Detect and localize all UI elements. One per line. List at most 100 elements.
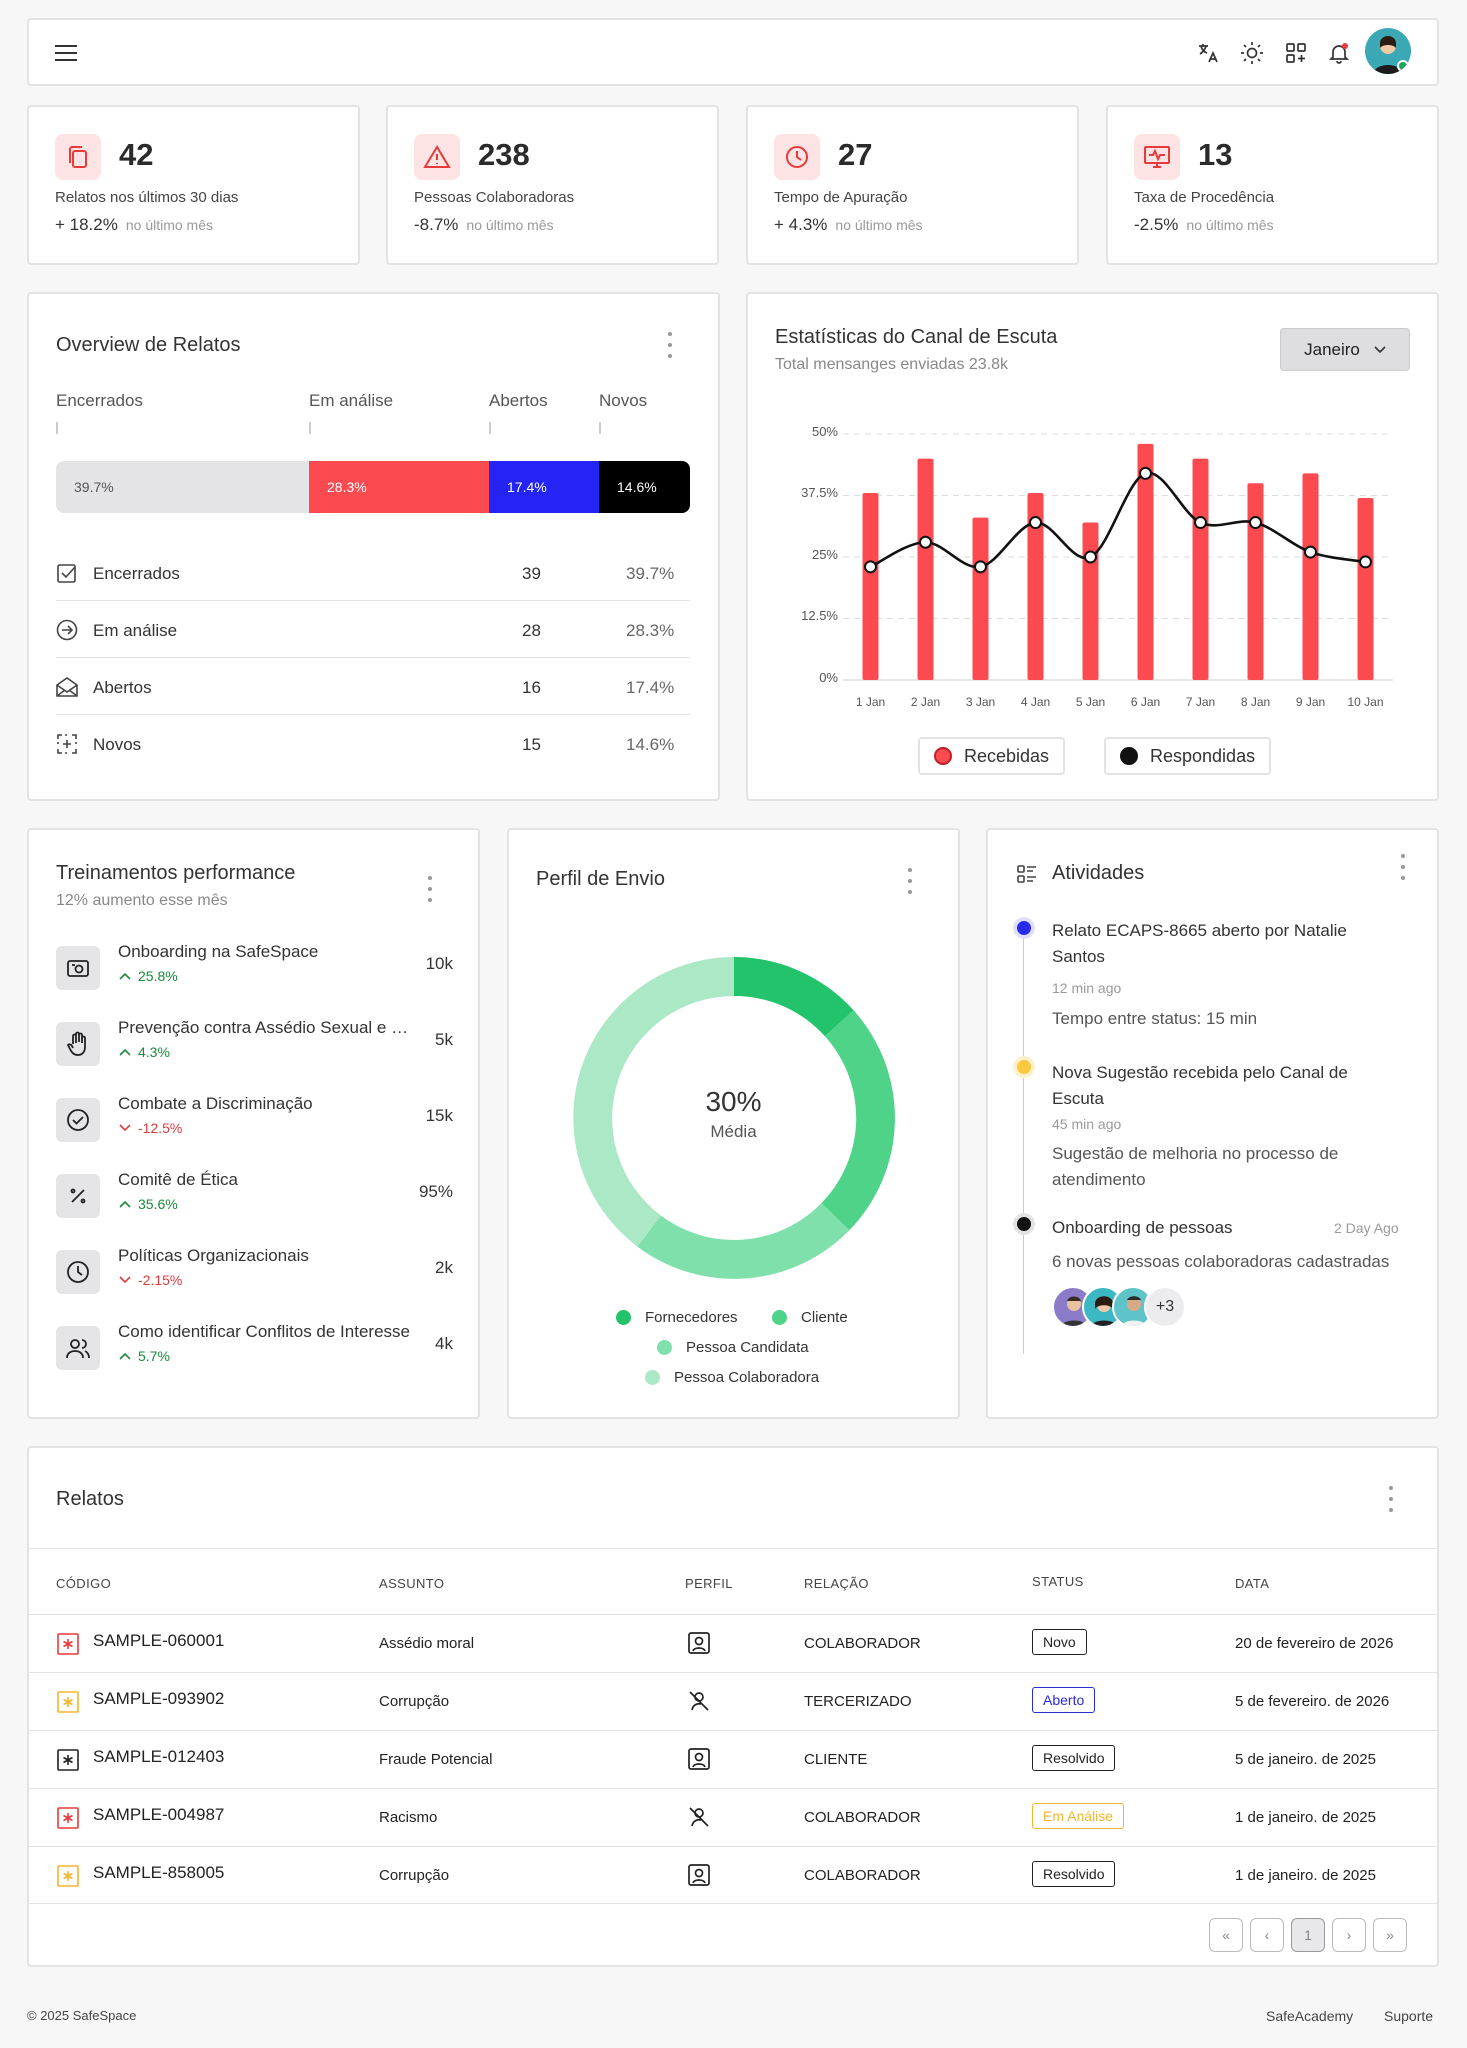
legend-swatch — [934, 747, 952, 765]
legend-fornecedores[interactable]: Fornecedores — [616, 1309, 738, 1326]
stat-value: 13 — [1198, 137, 1233, 172]
card-subtitle: Total mensanges enviadas 23.8k — [775, 356, 1009, 373]
apps-icon[interactable] — [1281, 38, 1311, 68]
report-code[interactable]: SAMPLE-004987 — [93, 1805, 225, 1824]
avatar-group: +3 — [1052, 1286, 1212, 1328]
stat-label: Pessoas Colaboradoras — [414, 189, 575, 206]
legend-pessoa-candidata[interactable]: Pessoa Candidata — [657, 1339, 809, 1356]
legend-label: Respondidas — [1150, 745, 1256, 766]
training-row[interactable]: Comitê de Ética 35.6% 95% — [56, 1168, 453, 1228]
training-row[interactable]: Combate a Discriminação -12.5% 15k — [56, 1092, 453, 1152]
asterisk-square-icon — [57, 1691, 79, 1713]
y-tick-label: 12.5% — [801, 608, 838, 623]
training-value: 15k — [425, 1106, 453, 1125]
report-relation: COLABORADOR — [804, 1635, 921, 1652]
arrow-circle-icon — [56, 619, 78, 641]
training-row[interactable]: Políticas Organizacionais -2.15% 2k — [56, 1244, 453, 1304]
activity-time: 2 Day Ago — [1334, 1220, 1399, 1236]
percent-icon — [56, 1174, 100, 1218]
avatar[interactable] — [1112, 1286, 1154, 1328]
training-row[interactable]: Como identificar Conflitos de Interesse … — [56, 1320, 453, 1380]
table-row[interactable]: SAMPLE-060001 Assédio moral COLABORADOR … — [29, 1614, 1437, 1672]
point-respondidas — [919, 535, 932, 549]
point-respondidas — [1304, 545, 1317, 559]
report-code[interactable]: SAMPLE-012403 — [93, 1747, 225, 1766]
training-row[interactable]: Onboarding na SafeSpace 25.8% 10k — [56, 940, 453, 1000]
table-row[interactable]: SAMPLE-093902 Corrupção TERCERIZADO Aber… — [29, 1672, 1437, 1730]
donut-center-value: 30% — [705, 1086, 762, 1117]
report-subject: Corrupção — [379, 1693, 450, 1710]
report-code[interactable]: SAMPLE-060001 — [93, 1631, 225, 1650]
y-tick-label: 37.5% — [801, 485, 838, 500]
pagination-prev-button[interactable]: ‹ — [1250, 1918, 1284, 1952]
row-percent: 28.3% — [626, 621, 675, 640]
row-count: 28 — [522, 621, 541, 640]
user-badge-icon — [688, 1864, 710, 1886]
menu-icon[interactable] — [51, 38, 81, 68]
x-tick-label: 7 Jan — [1186, 695, 1215, 709]
report-subject: Corrupção — [379, 1867, 450, 1884]
avatar[interactable] — [1365, 28, 1411, 74]
activity-title[interactable]: Nova Sugestão recebida pelo Canal de Esc… — [1052, 1063, 1348, 1108]
asterisk-square-icon — [57, 1865, 79, 1887]
legend-cliente[interactable]: Cliente — [772, 1309, 848, 1326]
training-value: 2k — [435, 1258, 453, 1277]
bar-recebidas — [1192, 458, 1209, 680]
legend-respondidas[interactable]: Respondidas — [1104, 737, 1272, 775]
column-tick — [56, 422, 58, 434]
more-icon[interactable] — [425, 876, 435, 902]
y-tick-label: 50% — [811, 424, 838, 439]
list-details-icon — [1017, 865, 1036, 883]
table-divider — [29, 1548, 1437, 1549]
training-change: 5.7% — [118, 1348, 170, 1364]
report-code[interactable]: SAMPLE-093902 — [93, 1689, 225, 1708]
pagination-next-button[interactable]: › — [1332, 1918, 1366, 1952]
report-subject: Fraude Potencial — [379, 1751, 493, 1768]
activities-card: Atividades Relato ECAPS-8665 aberto por … — [986, 828, 1439, 1419]
legend-recebidas[interactable]: Recebidas — [918, 737, 1066, 775]
bar-recebidas — [1027, 493, 1044, 680]
report-subject: Racismo — [379, 1809, 438, 1826]
month-select[interactable]: Janeiro — [1280, 328, 1410, 371]
pagination-first-button[interactable]: « — [1209, 1918, 1243, 1952]
bell-icon[interactable] — [1324, 38, 1354, 68]
sun-icon[interactable] — [1237, 38, 1267, 68]
report-date: 5 de fevereiro. de 2026 — [1235, 1693, 1390, 1710]
donut-segment-fornecedores — [734, 957, 854, 1037]
x-tick-label: 10 Jan — [1347, 695, 1383, 709]
legend-pessoa-colaboradora[interactable]: Pessoa Colaboradora — [645, 1369, 819, 1386]
table-row[interactable]: SAMPLE-012403 Fraude Potencial CLIENTE R… — [29, 1730, 1437, 1788]
pagination-page-button[interactable]: 1 — [1291, 1918, 1325, 1952]
footer-link-safeacademy[interactable]: SafeAcademy — [1266, 2008, 1354, 2024]
activity-time: 45 min ago — [1052, 1116, 1122, 1132]
row-label: Em análise — [93, 621, 178, 640]
more-icon[interactable] — [665, 332, 675, 358]
bar-recebidas — [1357, 497, 1374, 680]
training-row[interactable]: Prevenção contra Assédio Sexual e Moral … — [56, 1016, 453, 1076]
card-title: Estatísticas do Canal de Escuta — [775, 326, 1058, 348]
stat-card-relatos: 42 Relatos nos últimos 30 dias + 18.2% no… — [27, 105, 360, 265]
point-respondidas — [1249, 516, 1262, 530]
table-row[interactable]: SAMPLE-004987 Racismo COLABORADOR Em Aná… — [29, 1788, 1437, 1846]
column-header: ASSUNTO — [379, 1576, 445, 1591]
report-date: 5 de janeiro. de 2025 — [1235, 1751, 1376, 1768]
activity-title[interactable]: Onboarding de pessoas — [1052, 1218, 1233, 1237]
point-respondidas — [1139, 466, 1152, 480]
activity-title[interactable]: Relato ECAPS-8665 aberto por Natalie San… — [1052, 921, 1347, 966]
activity-description: Tempo entre status: 15 min — [1052, 1009, 1258, 1028]
donut-chart — [573, 957, 895, 1279]
report-code[interactable]: SAMPLE-858005 — [93, 1863, 225, 1882]
more-icon[interactable] — [905, 868, 915, 894]
more-icon[interactable] — [1398, 854, 1408, 880]
pagination-last-button[interactable]: » — [1373, 1918, 1407, 1952]
status-badge: Aberto — [1032, 1687, 1096, 1713]
translate-icon[interactable] — [1193, 38, 1223, 68]
avatar-more-count[interactable]: +3 — [1144, 1286, 1186, 1328]
footer-link-suporte[interactable]: Suporte — [1384, 2008, 1434, 2024]
top-bar — [27, 18, 1439, 86]
column-header: STATUS — [1032, 1574, 1084, 1589]
chevron-up-icon — [119, 1048, 131, 1056]
table-row[interactable]: SAMPLE-858005 Corrupção COLABORADOR Reso… — [29, 1846, 1437, 1904]
chevron-up-icon — [119, 1352, 131, 1360]
more-icon[interactable] — [1386, 1486, 1396, 1512]
